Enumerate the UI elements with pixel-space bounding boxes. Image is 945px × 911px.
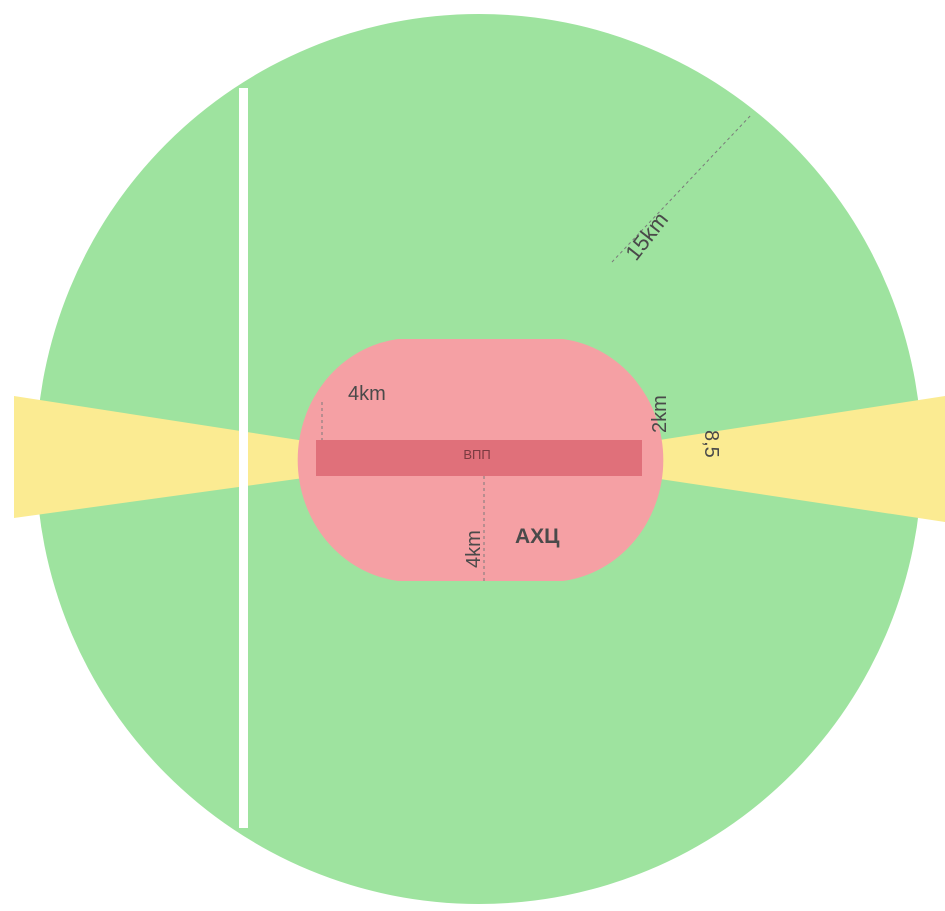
approach-corridor-right (640, 396, 945, 522)
inner-half-height-label: 4km (463, 530, 485, 568)
runway-band (316, 440, 642, 476)
runway-label: ВПП (463, 447, 490, 462)
zone-name-label: АХЦ (515, 525, 560, 548)
approach-corridor-left (14, 396, 318, 518)
inner-half-width-label: 4km (348, 383, 386, 405)
divider-line (239, 88, 248, 828)
inner-cap-radius-label: 2km (649, 395, 671, 433)
corridor-width-label: 8,5 (700, 430, 722, 458)
outer-radius-guide-line (611, 113, 753, 263)
